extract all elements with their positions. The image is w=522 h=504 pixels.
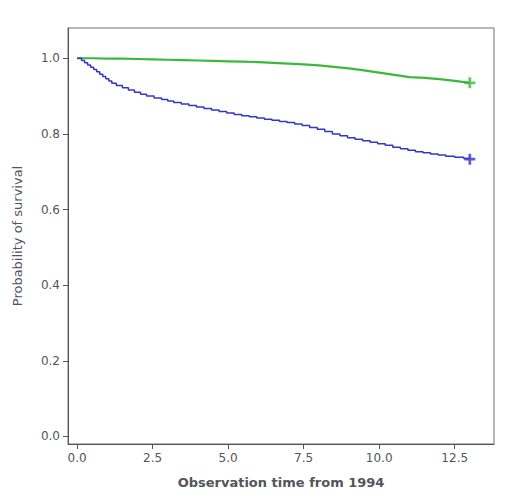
svg-text:12.5: 12.5 [441, 451, 468, 465]
svg-text:0.4: 0.4 [41, 278, 60, 292]
svg-text:0.2: 0.2 [41, 354, 60, 368]
svg-text:Observation time from 1994: Observation time from 1994 [178, 475, 385, 490]
svg-text:5.0: 5.0 [219, 451, 238, 465]
svg-text:Probability of survival: Probability of survival [10, 166, 25, 306]
svg-text:0.6: 0.6 [41, 203, 60, 217]
svg-text:2.5: 2.5 [143, 451, 162, 465]
svg-text:7.5: 7.5 [294, 451, 313, 465]
svg-text:1.0: 1.0 [41, 51, 60, 65]
svg-text:0.0: 0.0 [41, 429, 60, 443]
svg-text:0.8: 0.8 [41, 127, 60, 141]
svg-text:0.0: 0.0 [68, 451, 87, 465]
svg-text:10.0: 10.0 [366, 451, 393, 465]
